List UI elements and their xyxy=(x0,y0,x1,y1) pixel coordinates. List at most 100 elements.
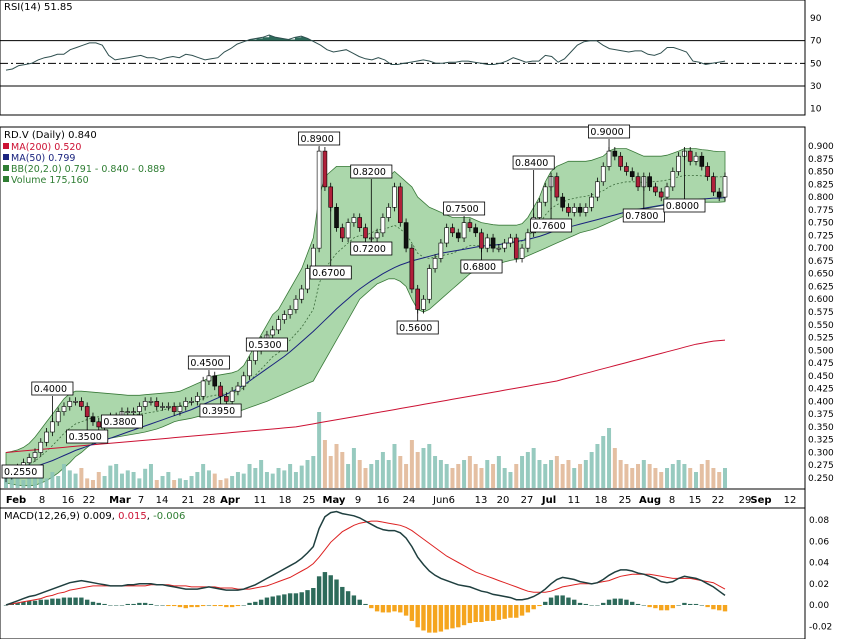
price-annotation: 0.8400 xyxy=(512,155,555,218)
rsi-panel: 90 70 50 30 10 RSI(14) 51.85 xyxy=(0,0,822,116)
macd-histogram-bar xyxy=(142,602,148,605)
x-axis-label: 22 xyxy=(83,495,96,506)
candle-body xyxy=(426,268,432,300)
volume-bar xyxy=(450,468,455,488)
price-tick-label: 0.725 xyxy=(808,231,834,241)
x-axis-label: 11 xyxy=(254,495,267,506)
legend-entry: MA(50) 0.799 xyxy=(11,153,75,164)
macd-tick-label: -0.02 xyxy=(809,622,832,632)
volume-bar xyxy=(456,464,461,488)
macd-histogram-bar xyxy=(670,605,676,609)
annotation-label: 0.2550 xyxy=(4,467,37,478)
x-axis-label: 24 xyxy=(403,495,416,506)
annotation-box xyxy=(663,198,706,213)
annotation-box xyxy=(100,414,143,429)
candle-body xyxy=(403,222,409,249)
macd-histogram-bar xyxy=(456,605,461,628)
annotation-box xyxy=(298,131,341,146)
candle-body xyxy=(647,176,652,188)
candle-body xyxy=(658,191,664,198)
candle-body xyxy=(55,411,61,423)
candle-body xyxy=(84,406,90,418)
volume-bar xyxy=(479,468,484,488)
macd-histogram-bar xyxy=(601,602,606,605)
macd-tick-label: 0.06 xyxy=(809,537,829,547)
volume-bar xyxy=(404,464,409,488)
volume-bar xyxy=(665,468,670,488)
x-axis-label: 16 xyxy=(377,495,390,506)
macd-histogram-bar xyxy=(154,605,159,606)
price-tick-label: 0.300 xyxy=(808,448,834,458)
volume-bar xyxy=(433,456,438,488)
annotation-label: 0.7600 xyxy=(532,221,565,232)
candle-body xyxy=(386,206,391,218)
volume-bar xyxy=(462,460,467,488)
x-axis-label: 25 xyxy=(619,495,632,506)
x-axis-label: Feb xyxy=(6,495,26,506)
macd-histogram-bar xyxy=(125,603,130,605)
candle-body xyxy=(606,150,612,167)
price-annotation: 0.3800 xyxy=(100,411,143,429)
macd-histogram-bar xyxy=(189,605,194,608)
x-axis-label: Jun6 xyxy=(432,495,455,506)
candle-body xyxy=(195,395,200,402)
annotation-label: 0.5600 xyxy=(399,323,432,334)
volume-bar xyxy=(601,436,606,488)
legend-entry: BB(20,2.0) 0.791 - 0.840 - 0.889 xyxy=(11,164,165,175)
annotation-box xyxy=(66,429,109,444)
macd-histogram-bar xyxy=(688,603,693,605)
x-axis-label: 20 xyxy=(497,495,510,506)
candle-body xyxy=(154,401,160,407)
price-tick-label: 0.350 xyxy=(808,423,834,433)
volume-bar xyxy=(641,460,646,488)
volume-bar xyxy=(618,460,623,488)
candle-body xyxy=(61,406,67,412)
candle-body xyxy=(96,421,102,428)
annotation-box xyxy=(199,403,242,418)
volume-bar xyxy=(195,472,200,488)
annotation-label: 0.3950 xyxy=(202,406,235,417)
volume-bar xyxy=(177,478,182,488)
macd-histogram-bar xyxy=(73,597,78,605)
candle-body xyxy=(235,385,241,392)
macd-tick-label: 0.08 xyxy=(809,516,829,526)
candle-body xyxy=(392,186,397,208)
rsi-tick-label: 10 xyxy=(810,105,822,115)
macd-histogram-bar xyxy=(195,605,200,608)
volume-bar xyxy=(444,464,449,488)
volume-bar xyxy=(206,470,211,488)
annotation-label: 0.7200 xyxy=(353,244,386,255)
volume-bar xyxy=(241,473,246,488)
price-annotation: 0.6800 xyxy=(460,248,503,274)
macd-histogram-bar xyxy=(299,592,304,605)
rsi-line xyxy=(5,34,726,71)
volume-bar xyxy=(346,464,351,488)
volume-bar xyxy=(496,456,501,488)
macd-histogram-bar xyxy=(44,599,49,605)
price-annotation: 0.6700 xyxy=(309,207,352,280)
price-tick-label: 0.525 xyxy=(808,334,834,344)
x-axis-label: 15 xyxy=(689,495,702,506)
annotation-box xyxy=(309,265,352,280)
annotation-label: 0.5300 xyxy=(248,340,281,351)
annotation-box xyxy=(187,355,230,370)
volume-bar xyxy=(624,464,629,488)
macd-histogram-bar xyxy=(635,603,641,605)
legend-entry: MA(200) 0.520 xyxy=(11,142,81,153)
volume-bar xyxy=(317,412,322,488)
macd-histogram-bar xyxy=(595,605,600,606)
volume-bar xyxy=(282,470,287,488)
annotation-label: 0.8200 xyxy=(353,167,386,178)
volume-bar xyxy=(409,440,414,488)
volume-bar xyxy=(491,464,496,488)
volume-bar xyxy=(369,464,374,488)
candle-body xyxy=(166,406,171,408)
volume-bar xyxy=(351,448,356,488)
volume-bar xyxy=(607,428,612,488)
candle-body xyxy=(125,411,131,413)
annotation-label: 0.6700 xyxy=(312,268,345,279)
macd-histogram-bar xyxy=(137,602,142,605)
price-tick-label: 0.625 xyxy=(808,282,834,292)
